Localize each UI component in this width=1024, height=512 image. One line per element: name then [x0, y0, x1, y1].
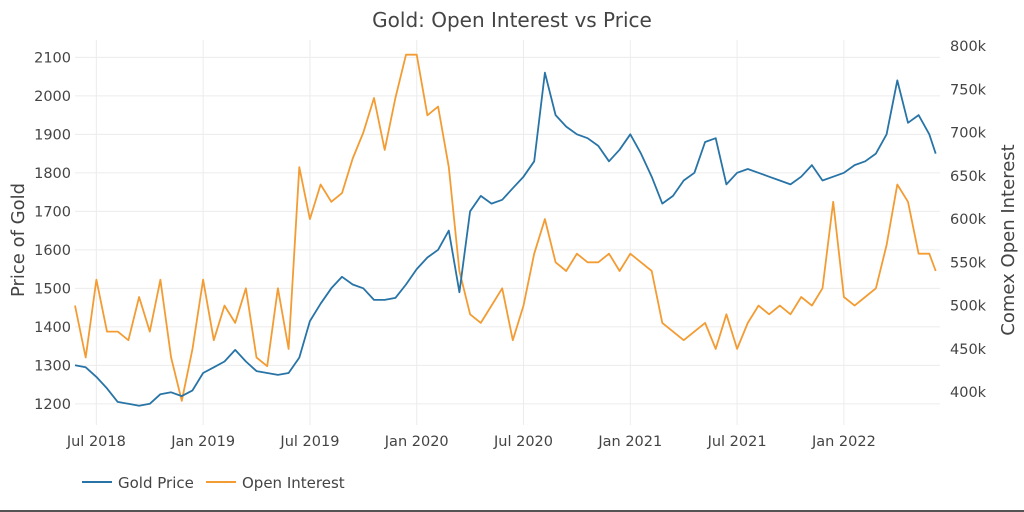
legend[interactable]: Gold Price Open Interest [82, 474, 345, 492]
left-tick-label: 1200 [34, 397, 71, 413]
chart-title: Gold: Open Interest vs Price [372, 8, 652, 32]
left-tick-label: 1900 [34, 127, 71, 143]
x-tick-label: Jan 2021 [597, 434, 662, 450]
right-tick-label: 600k [950, 212, 987, 228]
x-tick-label: Jul 2020 [493, 434, 553, 450]
left-tick-label: 1600 [34, 243, 71, 259]
left-axis-ticks: 1200 1300 1400 1500 1600 1700 1800 1900 2000 2100 [34, 50, 71, 413]
right-axis-label: Comex Open Interest [998, 144, 1019, 335]
x-tick-label: Jul 2018 [66, 434, 126, 450]
gridlines [75, 40, 940, 425]
right-tick-label: 750k [950, 82, 987, 98]
right-tick-label: 500k [950, 299, 987, 315]
x-axis-ticks: Jul 2018 Jan 2019 Jul 2019 Jan 2020 Jul 2020… [66, 434, 876, 450]
series-layer [74, 53, 937, 407]
series-line-gold-price [74, 71, 937, 407]
legend-label-gold-price: Gold Price [118, 474, 194, 492]
left-tick-label: 1800 [34, 166, 71, 182]
x-tick-label: Jul 2019 [279, 434, 339, 450]
left-tick-label: 1400 [34, 320, 71, 336]
bottom-divider [0, 510, 1024, 512]
right-tick-label: 550k [950, 255, 987, 271]
x-tick-label: Jan 2022 [811, 434, 876, 450]
legend-item-open-interest[interactable]: Open Interest [206, 474, 345, 492]
left-tick-label: 1300 [34, 358, 71, 374]
right-tick-label: 650k [950, 169, 987, 185]
left-tick-label: 2000 [34, 89, 71, 105]
left-axis-label: Price of Gold [8, 183, 29, 297]
right-tick-label: 450k [950, 342, 987, 358]
legend-item-gold-price[interactable]: Gold Price [82, 474, 194, 492]
legend-label-open-interest: Open Interest [242, 474, 345, 492]
x-tick-label: Jul 2021 [707, 434, 767, 450]
series-line-open-interest [74, 53, 937, 402]
x-tick-label: Jan 2020 [384, 434, 449, 450]
left-tick-label: 1700 [34, 204, 71, 220]
right-tick-label: 800k [950, 39, 987, 55]
left-tick-label: 1500 [34, 281, 71, 297]
left-tick-label: 2100 [34, 50, 71, 66]
x-tick-label: Jan 2019 [170, 434, 235, 450]
right-axis-ticks: 400k 450k 500k 550k 600k 650k 700k 750k 800k [950, 39, 987, 401]
right-tick-label: 400k [950, 385, 987, 401]
right-tick-label: 700k [950, 126, 987, 142]
